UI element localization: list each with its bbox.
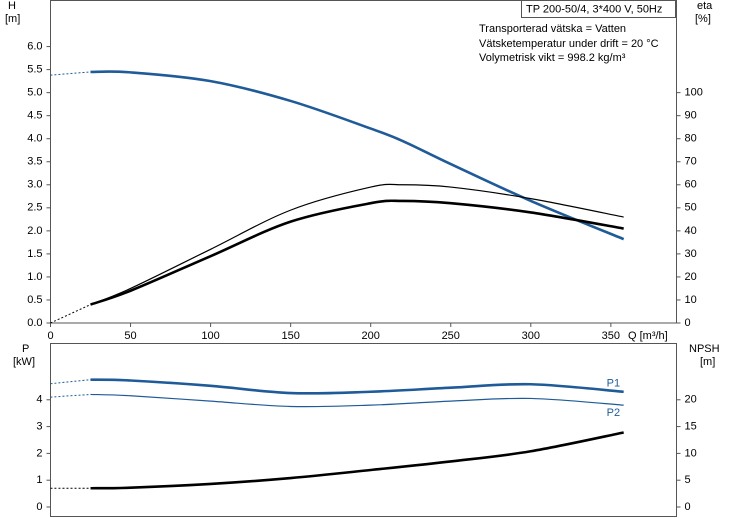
x-tick-label: 350 xyxy=(602,330,620,342)
x-tick-label: 250 xyxy=(442,330,460,342)
y2-axis-label: NPSH xyxy=(689,343,720,355)
curve xyxy=(90,199,624,306)
curve xyxy=(50,379,91,385)
y2-tick-label: 100 xyxy=(685,87,703,99)
y-axis-label: H xyxy=(8,0,16,12)
curve xyxy=(50,71,91,76)
y-tick-label: 0.0 xyxy=(27,317,42,329)
y-tick-label: 2.0 xyxy=(27,225,42,237)
y-tick-label: 4.0 xyxy=(27,133,42,145)
y-tick-label: 4 xyxy=(36,394,42,406)
y2-tick-label: 0 xyxy=(685,317,691,329)
y2-tick-label: 15 xyxy=(685,420,697,432)
series-label: P2 xyxy=(607,407,620,419)
annotation: Transporterad vätska = Vatten xyxy=(479,23,626,35)
y2-tick-label: 80 xyxy=(685,133,697,145)
y-tick-label: 3.0 xyxy=(27,179,42,191)
y2-tick-label: 10 xyxy=(685,447,697,459)
y-tick-label: 6.0 xyxy=(27,40,42,52)
y2-tick-label: 90 xyxy=(685,110,697,122)
y-tick-label: 1 xyxy=(36,474,42,486)
y2-tick-label: 20 xyxy=(685,271,697,283)
y-tick-label: 3 xyxy=(36,420,42,432)
x-tick-label: 300 xyxy=(522,330,540,342)
y2-tick-label: 0 xyxy=(685,501,691,513)
x-tick-label: 100 xyxy=(201,330,219,342)
curve xyxy=(90,393,624,408)
y2-axis-unit: [%] xyxy=(695,13,711,25)
y-axis-unit: [m] xyxy=(5,13,20,25)
y2-tick-label: 60 xyxy=(685,179,697,191)
y2-tick-label: 70 xyxy=(685,156,697,168)
annotation: Volymetrisk vikt = 998.2 kg/m³ xyxy=(479,52,626,64)
y-axis-unit: [kW] xyxy=(13,356,35,368)
bottom-plot-frame xyxy=(50,343,677,517)
y-tick-label: 2.5 xyxy=(27,202,42,214)
y2-tick-label: 50 xyxy=(685,202,697,214)
y-tick-label: 1.0 xyxy=(27,271,42,283)
y2-axis-unit: [m] xyxy=(700,356,715,368)
title: TP 200-50/4, 3*400 V, 50Hz xyxy=(526,3,662,15)
curve xyxy=(90,378,624,395)
x-tick-label: 150 xyxy=(281,330,299,342)
y-tick-label: 5.5 xyxy=(27,64,42,76)
series-label: P1 xyxy=(607,378,620,390)
curve xyxy=(50,393,91,398)
y-tick-label: 3.5 xyxy=(27,156,42,168)
y2-tick-label: 20 xyxy=(685,394,697,406)
x-tick-label: 0 xyxy=(47,330,53,342)
y2-tick-label: 40 xyxy=(685,225,697,237)
y2-tick-label: 30 xyxy=(685,248,697,260)
curve xyxy=(90,183,624,306)
x-tick-label: 50 xyxy=(124,330,136,342)
x-tick-label: 200 xyxy=(362,330,380,342)
y2-tick-label: 5 xyxy=(685,474,691,486)
y2-axis-label: eta xyxy=(697,0,713,12)
title-box xyxy=(521,0,676,18)
y-tick-label: 0 xyxy=(36,501,42,513)
y-tick-label: 4.5 xyxy=(27,110,42,122)
y-tick-label: 0.5 xyxy=(27,294,42,306)
x-axis-label: Q [m³/h] xyxy=(628,330,668,342)
y2-tick-label: 10 xyxy=(685,294,697,306)
curve xyxy=(90,431,624,490)
y-axis-label: P xyxy=(22,343,29,355)
y-tick-label: 1.5 xyxy=(27,248,42,260)
y-tick-label: 2 xyxy=(36,447,42,459)
annotation: Vätsketemperatur under drift = 20 °C xyxy=(479,38,659,50)
y-tick-label: 5.0 xyxy=(27,87,42,99)
curve xyxy=(50,304,91,324)
